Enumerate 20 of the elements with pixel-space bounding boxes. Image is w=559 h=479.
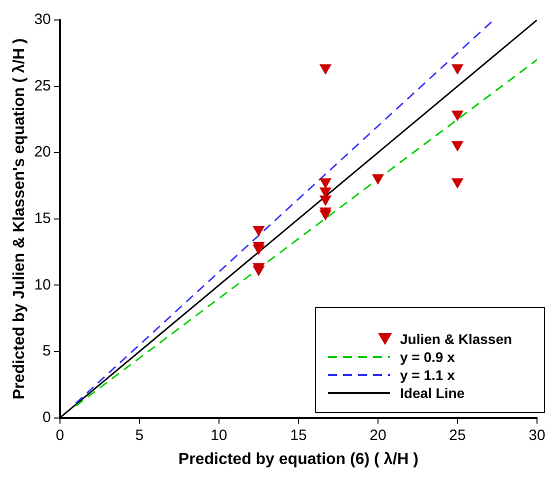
y-tick-label: 15 [34, 210, 51, 228]
y-tick-label: 5 [42, 342, 51, 360]
x-tick-label: 0 [56, 426, 64, 444]
x-tick-label: 30 [528, 426, 546, 444]
y-tick-label: 30 [34, 11, 51, 28]
x-tick-label: 5 [135, 426, 144, 444]
x-tick-label: 15 [290, 426, 307, 444]
x-axis-title: Predicted by equation (6) ( λ/H ) [178, 450, 418, 468]
y-tick-label: 25 [34, 77, 51, 94]
legend-label: Ideal Line [400, 385, 465, 401]
legend-label: y = 1.1 x [400, 367, 455, 383]
y-tick-label: 10 [34, 276, 51, 294]
y-tick-label: 0 [42, 408, 51, 426]
y-tick-label: 20 [34, 144, 51, 161]
x-tick-label: 10 [210, 426, 228, 444]
legend-label: Julien & Klassen [400, 331, 512, 347]
legend-label: y = 0.9 x [400, 349, 455, 365]
x-tick-label: 20 [370, 426, 386, 444]
y-axis-title: Predicted by Julien & Klassen's equation ( λ/H ) [11, 38, 28, 400]
x-tick-label: 25 [449, 426, 466, 444]
